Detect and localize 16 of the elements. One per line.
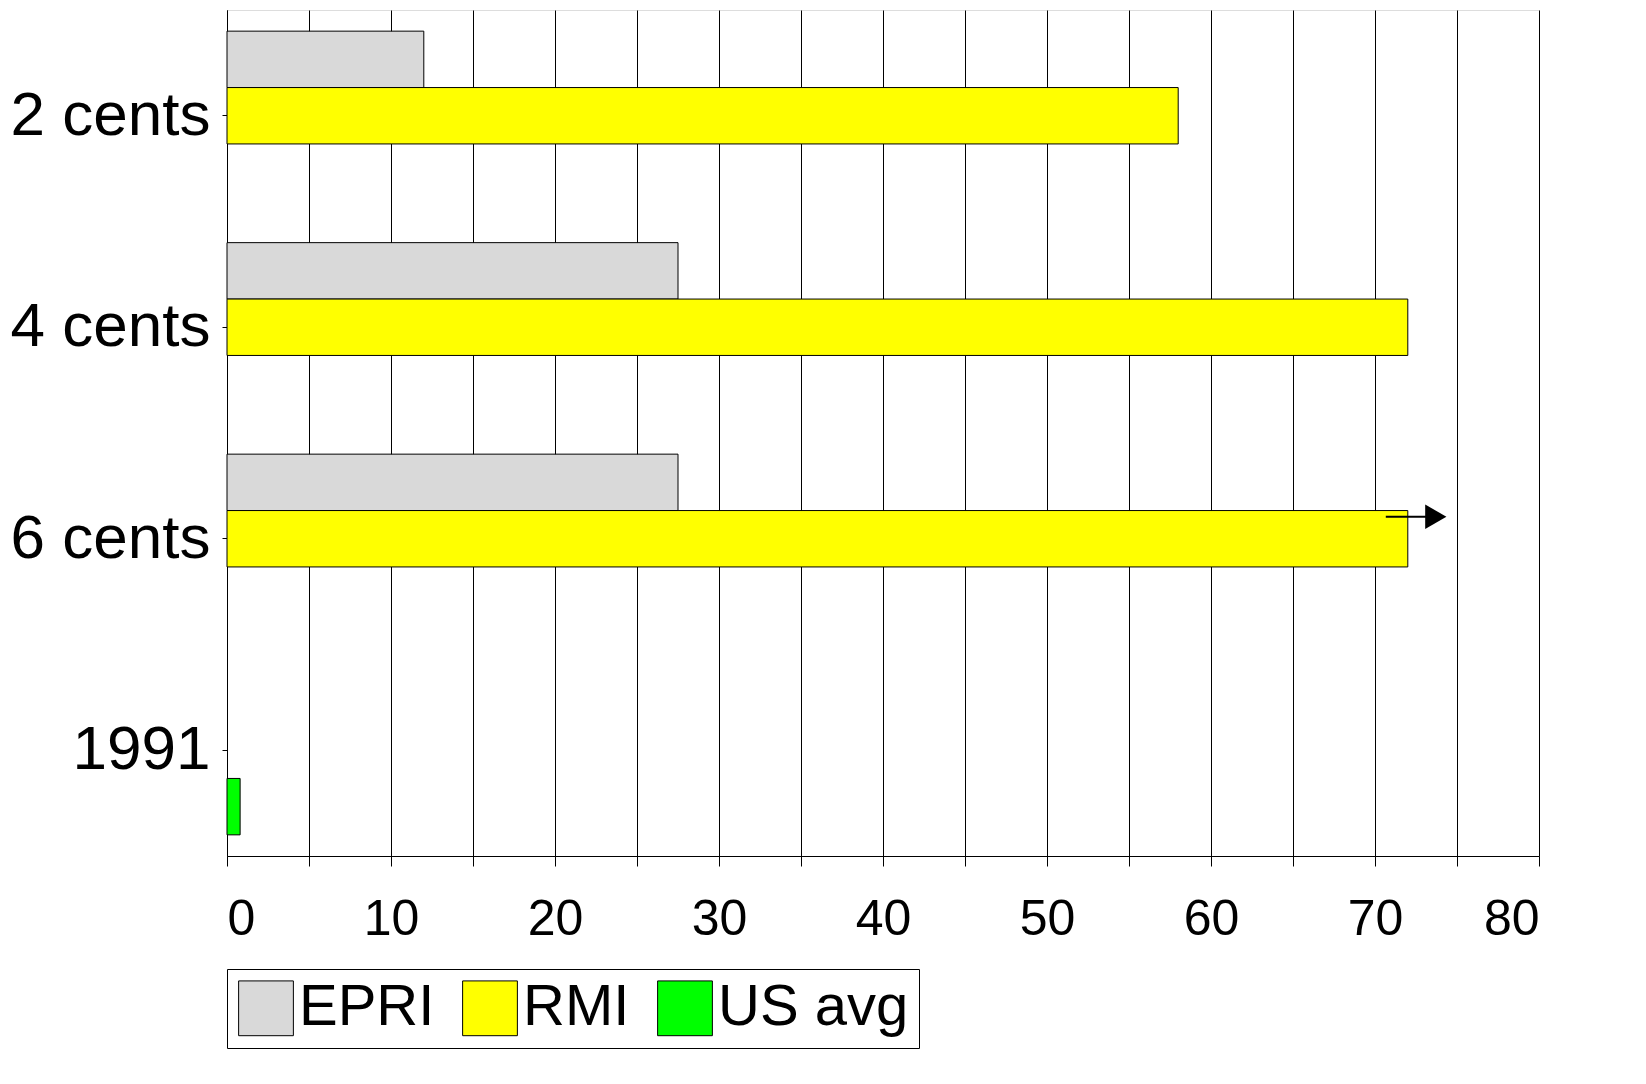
y-tick-label: 2 cents xyxy=(10,78,211,148)
y-tick-label: 1991 xyxy=(72,713,211,783)
x-tick-label: 20 xyxy=(527,889,584,946)
legend-label: EPRI xyxy=(299,972,435,1038)
x-tick-label: 10 xyxy=(363,889,420,946)
x-tick-label: 70 xyxy=(1347,889,1404,946)
y-tick-label: 6 cents xyxy=(10,501,211,571)
legend-label: US avg xyxy=(718,972,909,1038)
x-tick-label: 50 xyxy=(1019,889,1076,946)
y-tick-label: 4 cents xyxy=(10,290,211,360)
x-tick-label: 30 xyxy=(691,889,748,946)
x-tick-label: 60 xyxy=(1183,889,1240,946)
x-tick-label: 0 xyxy=(227,889,256,946)
x-tick-label: 40 xyxy=(855,889,912,946)
x-tick-label: 80 xyxy=(1483,889,1540,946)
legend-label: RMI xyxy=(523,972,630,1038)
